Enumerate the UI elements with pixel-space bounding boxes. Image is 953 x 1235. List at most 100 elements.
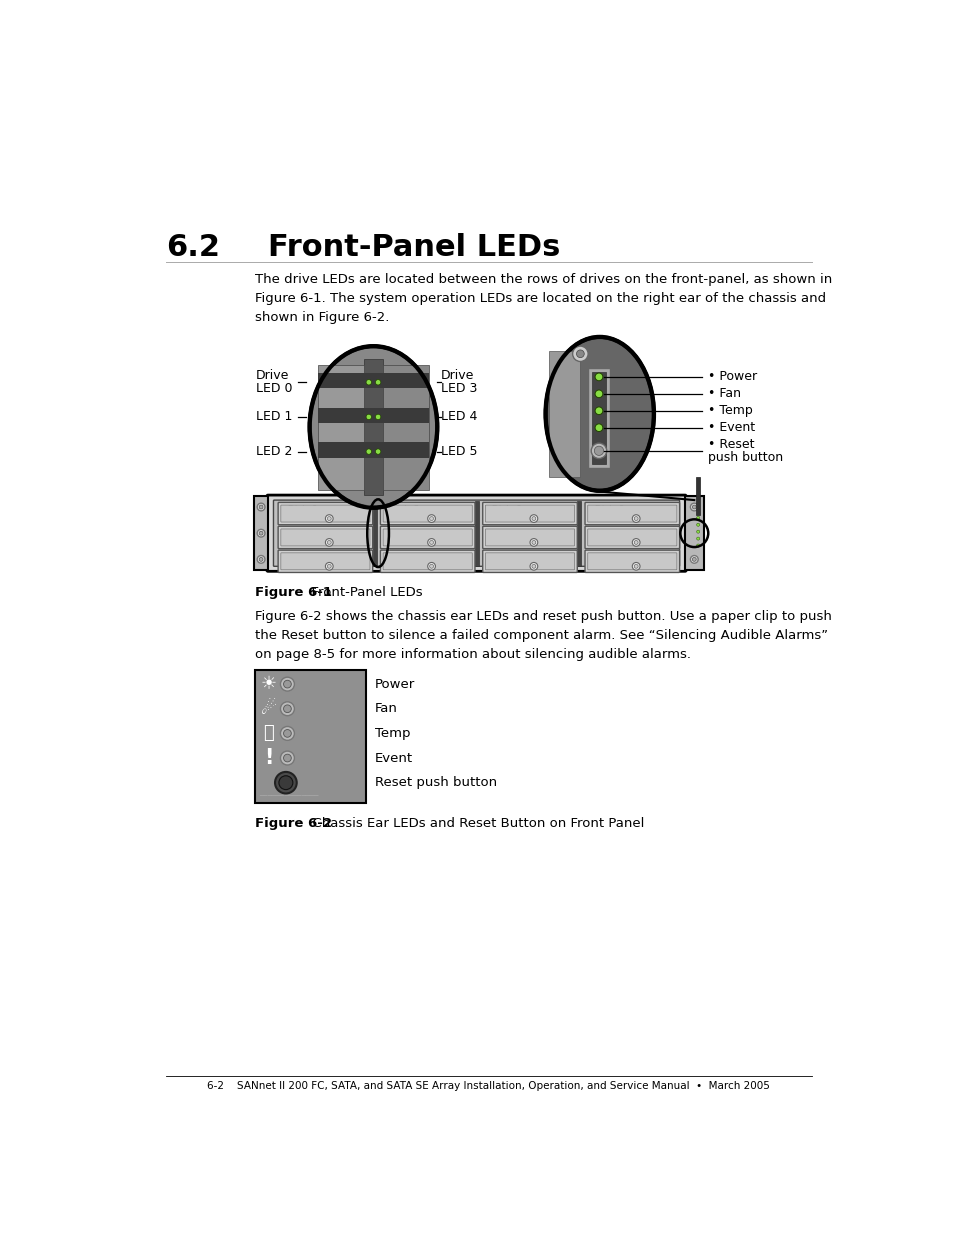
Bar <box>373 501 376 566</box>
Bar <box>592 372 605 464</box>
Bar <box>548 351 579 477</box>
Circle shape <box>283 755 291 762</box>
FancyBboxPatch shape <box>280 505 370 522</box>
Circle shape <box>375 379 380 385</box>
Circle shape <box>595 424 602 431</box>
Circle shape <box>690 556 698 563</box>
Circle shape <box>532 541 536 545</box>
Circle shape <box>259 531 263 535</box>
Circle shape <box>366 448 371 454</box>
Text: • Fan: • Fan <box>707 388 740 400</box>
Text: Drive
LED 0: Drive LED 0 <box>255 369 292 395</box>
Text: Power: Power <box>375 678 415 690</box>
Text: Temp: Temp <box>375 727 410 740</box>
Text: LED 2: LED 2 <box>255 445 292 458</box>
FancyBboxPatch shape <box>278 503 373 525</box>
Text: LED 1: LED 1 <box>255 410 292 424</box>
Text: 6-2    SANnet II 200 FC, SATA, and SATA SE Array Installation, Operation, and Se: 6-2 SANnet II 200 FC, SATA, and SATA SE … <box>207 1081 770 1091</box>
Circle shape <box>572 346 587 362</box>
Text: ☀: ☀ <box>260 676 276 693</box>
Text: • Power: • Power <box>707 370 757 383</box>
FancyBboxPatch shape <box>383 529 472 546</box>
Ellipse shape <box>547 340 651 489</box>
Circle shape <box>366 379 371 385</box>
FancyBboxPatch shape <box>380 550 475 573</box>
Bar <box>317 373 429 389</box>
Circle shape <box>690 503 698 511</box>
Circle shape <box>591 443 606 458</box>
Bar <box>317 442 429 458</box>
FancyBboxPatch shape <box>274 500 679 567</box>
Circle shape <box>696 537 699 540</box>
Circle shape <box>325 515 333 522</box>
Circle shape <box>259 505 263 509</box>
FancyBboxPatch shape <box>482 550 577 573</box>
Circle shape <box>632 538 639 546</box>
Circle shape <box>692 505 696 509</box>
Text: Figure 6-1: Figure 6-1 <box>254 585 332 599</box>
Text: 6.2: 6.2 <box>166 233 219 262</box>
Ellipse shape <box>545 337 654 490</box>
Text: ᵖDisk_3: ᵖDisk_3 <box>386 504 419 513</box>
Circle shape <box>375 448 380 454</box>
Circle shape <box>327 564 331 568</box>
FancyBboxPatch shape <box>380 503 475 525</box>
FancyBboxPatch shape <box>267 495 685 572</box>
Circle shape <box>595 373 602 380</box>
Text: LED 5: LED 5 <box>440 445 476 458</box>
Text: • Event: • Event <box>707 421 755 435</box>
Text: ᵖDisk_0: ᵖDisk_0 <box>284 504 317 513</box>
FancyBboxPatch shape <box>482 503 577 525</box>
Circle shape <box>427 538 435 546</box>
Text: LED 4: LED 4 <box>440 410 476 424</box>
Circle shape <box>325 562 333 571</box>
Text: Drive
LED 3: Drive LED 3 <box>440 369 476 395</box>
Circle shape <box>280 751 294 764</box>
Circle shape <box>532 516 536 520</box>
FancyBboxPatch shape <box>587 529 676 546</box>
FancyBboxPatch shape <box>253 496 268 571</box>
Circle shape <box>696 524 699 526</box>
FancyBboxPatch shape <box>584 550 679 573</box>
FancyBboxPatch shape <box>485 553 574 569</box>
Text: Reset push button: Reset push button <box>375 776 497 789</box>
Circle shape <box>692 557 696 561</box>
Circle shape <box>327 541 331 545</box>
FancyBboxPatch shape <box>684 496 703 571</box>
Text: ᵖDisk_9: ᵖDisk_9 <box>591 504 624 513</box>
Text: ｉ: ｉ <box>263 725 274 742</box>
Text: ᵖDisk_8: ᵖDisk_8 <box>488 552 522 561</box>
FancyBboxPatch shape <box>254 671 365 803</box>
Bar <box>382 366 429 490</box>
Circle shape <box>634 516 638 520</box>
Circle shape <box>595 406 602 415</box>
Text: Figure 6-2: Figure 6-2 <box>254 816 332 830</box>
FancyBboxPatch shape <box>485 505 574 522</box>
Circle shape <box>327 516 331 520</box>
Ellipse shape <box>312 348 435 505</box>
Text: ᵖDisk_7: ᵖDisk_7 <box>488 527 522 537</box>
Circle shape <box>696 530 699 534</box>
Circle shape <box>427 562 435 571</box>
Text: ᵖDisk_11: ᵖDisk_11 <box>591 552 630 561</box>
Text: Front-Panel LEDs: Front-Panel LEDs <box>303 585 422 599</box>
Text: The drive LEDs are located between the rows of drives on the front-panel, as sho: The drive LEDs are located between the r… <box>254 273 831 324</box>
Circle shape <box>532 564 536 568</box>
Bar <box>364 359 382 495</box>
FancyBboxPatch shape <box>482 526 577 548</box>
Circle shape <box>632 562 639 571</box>
FancyBboxPatch shape <box>278 526 373 548</box>
Circle shape <box>530 538 537 546</box>
Circle shape <box>634 564 638 568</box>
Text: ᵖDisk_1: ᵖDisk_1 <box>284 527 317 537</box>
FancyBboxPatch shape <box>383 553 472 569</box>
FancyBboxPatch shape <box>587 553 676 569</box>
FancyBboxPatch shape <box>278 550 373 573</box>
Bar <box>475 501 478 566</box>
Text: • Reset
push button: • Reset push button <box>707 438 782 464</box>
FancyBboxPatch shape <box>584 503 679 525</box>
Circle shape <box>280 677 294 692</box>
FancyBboxPatch shape <box>587 505 676 522</box>
Circle shape <box>595 390 602 398</box>
Text: ᵖDisk_2: ᵖDisk_2 <box>284 552 317 561</box>
